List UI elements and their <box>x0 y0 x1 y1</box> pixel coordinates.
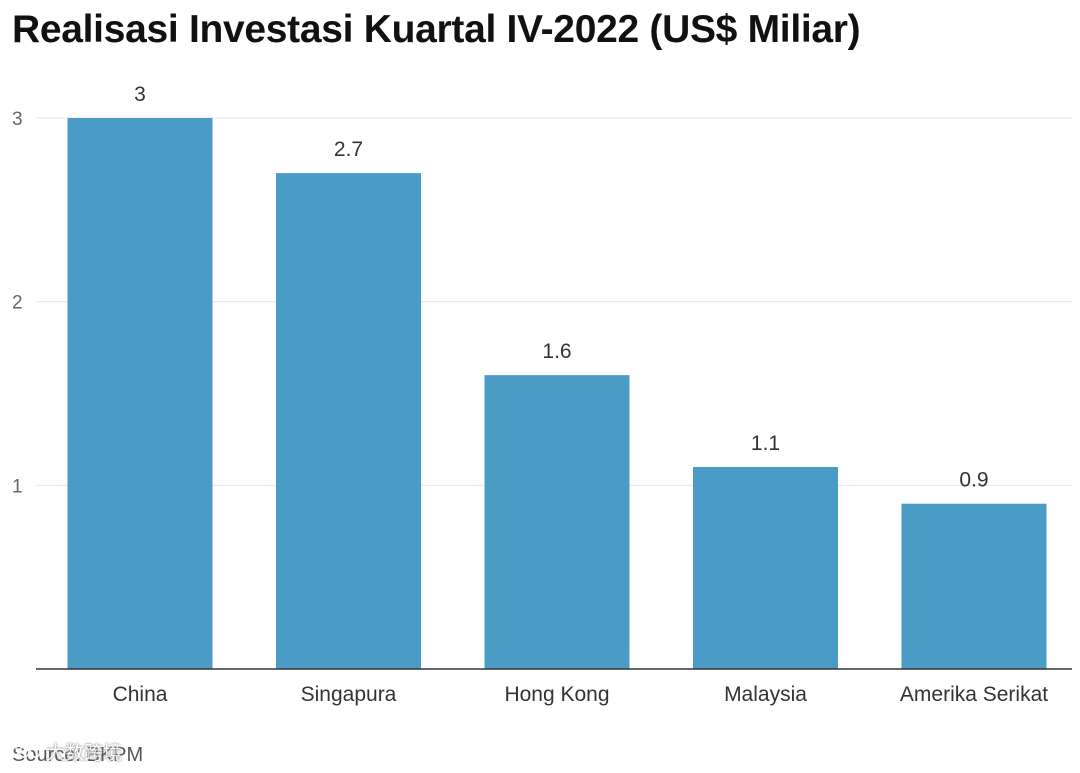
watermark-logo-icon <box>7 745 41 758</box>
data-label: 1.6 <box>542 340 571 363</box>
source-note: Source: BKPM <box>12 744 144 766</box>
data-label: 1.1 <box>751 432 780 455</box>
data-labels: 3 2.7 1.6 1.1 0.9 <box>134 83 988 492</box>
x-category-label: Singapura <box>301 683 397 706</box>
bar <box>67 118 213 669</box>
watermark-text: 大数跨境 <box>46 742 123 764</box>
x-category-label: Malaysia <box>724 683 807 706</box>
data-label: 0.9 <box>959 469 988 492</box>
y-tick-label: 1 <box>12 476 23 497</box>
bar <box>484 375 630 669</box>
watermark: 大数跨境 <box>6 738 122 765</box>
x-category-label: Amerika Serikat <box>900 683 1048 706</box>
y-axis-ticks: 1 2 3 <box>12 109 23 497</box>
data-label: 2.7 <box>334 138 363 161</box>
bar <box>276 173 421 669</box>
y-tick-label: 3 <box>12 109 23 130</box>
data-label: 3 <box>134 83 146 106</box>
bars <box>67 118 1047 669</box>
bar <box>693 466 838 669</box>
chart-title: Realisasi Investasi Kuartal IV-2022 (US$… <box>12 8 861 51</box>
y-tick-label: 2 <box>12 293 23 314</box>
x-category-label: Hong Kong <box>504 683 609 706</box>
x-category-label: China <box>113 683 168 706</box>
x-axis-categories: China Singapura Hong Kong Malaysia Amerika S… <box>113 683 1049 706</box>
bar <box>901 503 1047 669</box>
